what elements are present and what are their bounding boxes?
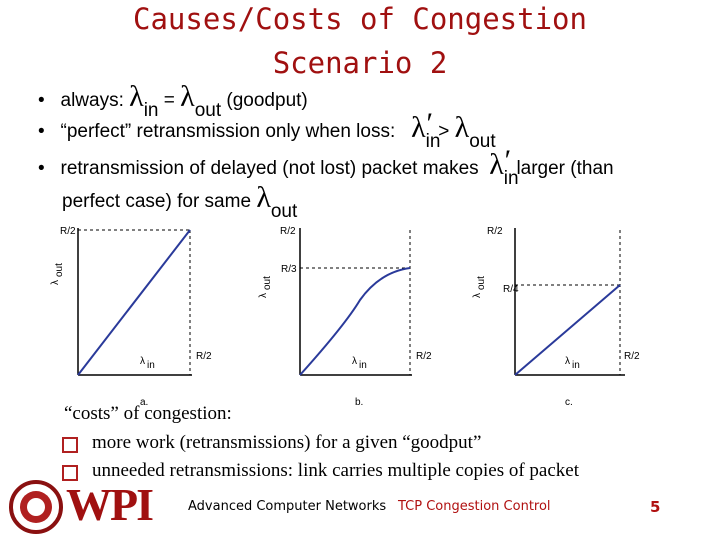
text: >	[438, 121, 450, 142]
logo: WPI	[66, 479, 154, 530]
symbol: λ	[489, 148, 504, 181]
curve	[77, 229, 191, 376]
symbol: λ	[258, 293, 269, 298]
y-label: λ out	[258, 276, 273, 298]
y-mid: R/4	[503, 284, 519, 295]
symbol: λ	[454, 111, 470, 144]
plot-a	[77, 228, 192, 376]
bullet: • retransmission of delayed (not lost) p…	[38, 144, 614, 189]
topic: TCP Congestion Control	[398, 499, 551, 514]
costs-heading: “costs” of congestion:	[64, 403, 232, 424]
prime: ′	[426, 107, 433, 140]
text: always:	[60, 90, 124, 111]
bullet: • always: λin = λout (goodput)	[38, 80, 308, 121]
text: “perfect” retransmission only when loss:	[60, 121, 396, 142]
caption: b.	[355, 397, 363, 408]
cost-item: unneeded retransmissions: link carries m…	[92, 460, 579, 481]
symbol: λ	[129, 80, 144, 113]
y-mid: R/3	[281, 264, 297, 275]
y-label: λ out	[472, 276, 487, 298]
checkbox	[62, 437, 78, 453]
x-subscript: in	[572, 360, 580, 371]
symbol: λ	[472, 293, 483, 298]
x-end: R/2	[416, 351, 432, 362]
caption: c.	[565, 397, 573, 408]
subscript: out	[270, 201, 298, 222]
caption: a.	[140, 397, 148, 408]
curve	[299, 267, 411, 376]
y-top: R/2	[280, 226, 296, 237]
x-label: λ	[565, 356, 570, 367]
y-top: R/2	[487, 226, 503, 237]
title: Scenario 2	[272, 46, 448, 80]
plot-b	[299, 228, 412, 376]
subscript: in	[503, 168, 519, 189]
x-end: R/2	[196, 351, 212, 362]
cost-item: more work (retransmissions) for a given …	[92, 432, 482, 453]
subscript: out	[262, 276, 273, 290]
x-label: λ	[140, 356, 145, 367]
plots: R/2 R/2 λout λ in a. R/2 R/3 R/2 λout λ in…	[50, 226, 640, 408]
page-number: 5	[650, 498, 661, 516]
plot-c	[514, 228, 625, 376]
bullet: • “perfect” retransmission only when los…	[38, 107, 496, 152]
subscript: out	[194, 100, 222, 121]
y-top: R/2	[60, 226, 76, 237]
text: (goodput)	[226, 90, 308, 111]
prime: ′	[504, 144, 512, 177]
subscript: out	[469, 131, 496, 152]
y-label: λ out	[50, 263, 65, 285]
checkbox	[62, 465, 78, 481]
subscript: in	[425, 131, 441, 152]
symbol: λ	[180, 80, 195, 113]
x-subscript: in	[147, 360, 155, 371]
text: larger (than	[516, 158, 614, 179]
text: retransmission of delayed (not lost) pac…	[60, 158, 479, 179]
course: Advanced Computer Networks	[188, 499, 387, 514]
symbol: λ	[256, 181, 271, 214]
x-subscript: in	[359, 360, 367, 371]
title: Causes/Costs of Congestion	[133, 2, 587, 36]
symbol: λ	[411, 111, 426, 144]
text: =	[163, 90, 175, 111]
subscript: out	[54, 263, 65, 277]
x-end: R/2	[624, 351, 640, 362]
text: perfect case) for same	[62, 191, 252, 212]
x-label: λ	[352, 356, 357, 367]
curve	[514, 284, 621, 376]
bullet-continued: perfect case) for same λout	[62, 181, 297, 222]
subscript: out	[476, 276, 487, 290]
seal	[9, 480, 63, 534]
subscript: in	[143, 100, 159, 121]
symbol: λ	[50, 280, 61, 285]
